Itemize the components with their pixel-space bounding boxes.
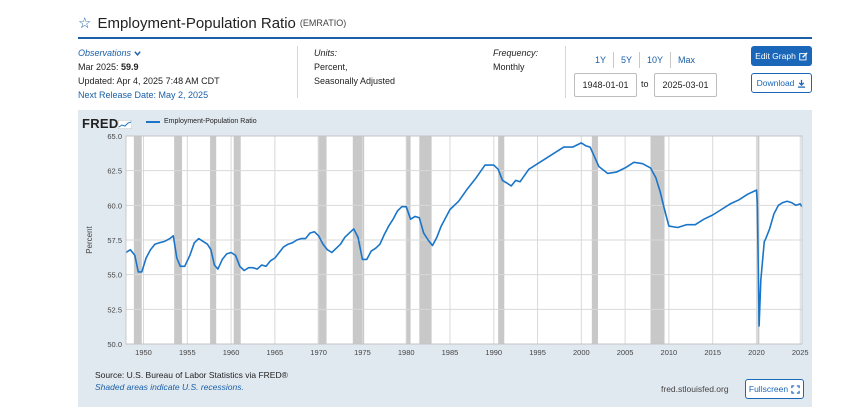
start-date-input[interactable] [574, 73, 637, 97]
x-tick-label: 1950 [135, 348, 152, 357]
latest-value: 59.9 [121, 62, 139, 72]
next-release-link[interactable]: Next Release Date: May 2, 2025 [78, 90, 209, 100]
page-title: Employment-Population Ratio [97, 14, 296, 32]
download-label: Download [756, 78, 795, 88]
recession-note: Shaded areas indicate U.S. recessions. [95, 382, 244, 392]
x-tick-label: 1975 [354, 348, 371, 357]
x-tick-label: 2005 [617, 348, 634, 357]
range-divider [613, 52, 615, 68]
range-divider [639, 52, 641, 68]
end-date-input[interactable] [654, 73, 717, 97]
x-tick-label: 1970 [310, 348, 327, 357]
units-line-1: Percent, [314, 62, 348, 72]
range-divider [670, 52, 672, 68]
y-tick-label: 62.5 [107, 167, 122, 176]
fred-logo: FRED [82, 116, 119, 131]
range-button-1y[interactable]: 1Y [595, 55, 607, 65]
legend-line [146, 120, 160, 123]
y-tick-label: 57.5 [107, 236, 122, 245]
observations-dropdown[interactable]: Observations [78, 46, 142, 60]
chart-legend: Employment-Population Ratio [146, 118, 257, 125]
meta-divider [565, 46, 566, 98]
units-line-2: Seasonally Adjusted [314, 76, 396, 86]
site-link[interactable]: fred.stlouisfed.org [661, 384, 729, 394]
range-button-5y[interactable]: 5Y [621, 55, 633, 65]
y-tick-label: 52.5 [107, 305, 122, 314]
y-tick-label: 55.0 [107, 271, 122, 280]
range-buttons: 1Y 5Y 10Y Max [588, 52, 702, 68]
edit-icon [799, 51, 808, 60]
frequency-block: Frequency: Monthly [493, 46, 538, 74]
x-tick-label: 1960 [223, 348, 240, 357]
star-icon[interactable]: ☆ [78, 14, 92, 32]
chart-panel: FRED Employment-Population Ratio 50.0 52.… [78, 110, 812, 407]
title-divider [78, 37, 812, 39]
y-tick-label: 50.0 [107, 340, 122, 349]
units-label: Units: [314, 48, 338, 58]
frequency-label: Frequency: [493, 48, 539, 58]
latest-observation: Mar 2025: 59.9 [78, 60, 220, 74]
fullscreen-button[interactable]: Fullscreen [745, 379, 804, 399]
x-tick-label: 2020 [748, 348, 765, 357]
chevron-down-icon [134, 50, 141, 56]
x-tick-label: 2025 [792, 348, 809, 357]
line-chart: 50.0 52.5 55.0 57.5 60.0 62.5 65.0 1950 1955 1960… [85, 132, 809, 357]
y-tick-label: 60.0 [107, 201, 122, 210]
frequency-value: Monthly [493, 62, 525, 72]
units-block: Units: Percent, Seasonally Adjusted [314, 46, 395, 88]
updated-text: Updated: Apr 4, 2025 7:48 AM CDT [78, 76, 220, 86]
date-to-label: to [641, 79, 649, 89]
x-tick-label: 1990 [485, 348, 502, 357]
x-tick-label: 2015 [704, 348, 721, 357]
x-tick-label: 1955 [179, 348, 196, 357]
meta-divider [297, 46, 298, 98]
series-id: (EMRATIO) [299, 18, 347, 28]
range-button-10y[interactable]: 10Y [647, 55, 664, 65]
series-line [125, 142, 803, 327]
source-text: Source: U.S. Bureau of Labor Statistics … [95, 370, 288, 380]
latest-period: Mar 2025: [78, 62, 119, 72]
x-tick-label: 1980 [398, 348, 415, 357]
x-tick-label: 1965 [267, 348, 284, 357]
observations-label: Observations [78, 48, 132, 58]
x-tick-label: 2000 [573, 348, 590, 357]
title-row: ☆ Employment-Population Ratio (EMRATIO) [78, 12, 346, 34]
legend-label: Employment-Population Ratio [164, 118, 257, 125]
download-icon [798, 79, 806, 88]
range-button-max[interactable]: Max [678, 55, 696, 65]
edit-graph-label: Edit Graph [755, 51, 796, 61]
observations-block: Observations Mar 2025: 59.9 Updated: Apr… [78, 46, 220, 102]
fullscreen-label: Fullscreen [748, 384, 789, 394]
plot-border [125, 135, 803, 345]
edit-graph-button[interactable]: Edit Graph [751, 46, 812, 66]
download-button[interactable]: Download [751, 73, 812, 93]
y-axis-label: Percent [85, 225, 94, 253]
y-tick-label: 65.0 [107, 132, 122, 141]
fullscreen-icon [791, 384, 800, 394]
x-tick-label: 1995 [529, 348, 546, 357]
x-tick-label: 2010 [661, 348, 678, 357]
x-tick-label: 1985 [442, 348, 459, 357]
fred-logo-graph-icon [118, 120, 132, 129]
